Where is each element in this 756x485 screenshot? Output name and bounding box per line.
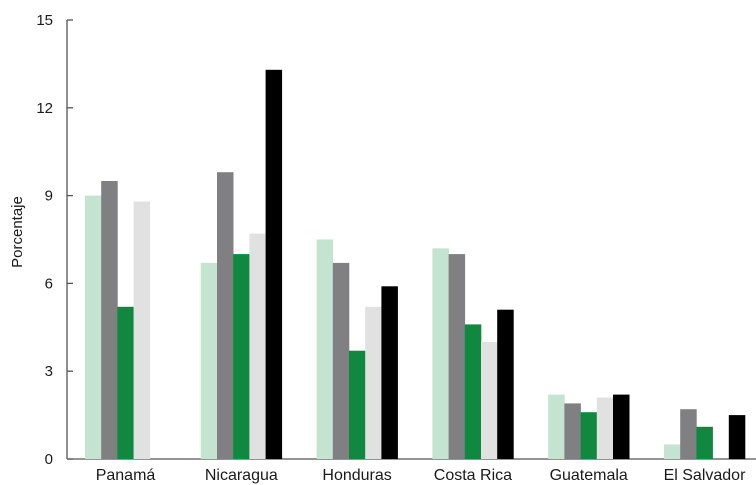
y-tick-label: 12 (36, 100, 53, 117)
bar (249, 233, 266, 459)
bar (580, 412, 598, 459)
bar (728, 415, 746, 459)
bar (217, 172, 234, 459)
x-category-label: Panamá (96, 467, 156, 484)
y-ticks: 0 3 6 9 12 15 (36, 12, 73, 468)
bar (548, 394, 565, 459)
y-tick-label: 6 (45, 275, 53, 292)
x-category-label: Nicaragua (205, 467, 278, 484)
bar (464, 324, 482, 459)
x-category-label: Honduras (322, 467, 391, 484)
y-tick-label: 3 (45, 363, 53, 380)
bar (696, 426, 713, 459)
x-category-label: El Salvador (664, 467, 746, 484)
bars (85, 69, 746, 460)
bar (316, 239, 334, 459)
y-axis-title: Porcentaje (9, 196, 26, 268)
bar (432, 248, 449, 459)
bar (481, 341, 498, 459)
y-tick-label: 9 (45, 188, 53, 205)
bar (101, 181, 118, 459)
x-category-label: Guatemala (550, 467, 628, 484)
bar (596, 397, 614, 459)
category-labels: Panamá Nicaragua Honduras Costa Rica Guatema… (96, 467, 746, 484)
bar (448, 254, 466, 459)
bar (381, 286, 398, 459)
y-tick-label: 15 (36, 12, 53, 29)
y-tick-label: 0 (45, 451, 53, 468)
bar (613, 394, 630, 459)
bar (349, 350, 366, 459)
bar (680, 409, 697, 459)
bar (497, 309, 514, 459)
bar (365, 306, 382, 459)
bar (200, 262, 218, 459)
bar (664, 444, 681, 459)
bar (133, 201, 151, 459)
bar (85, 195, 102, 459)
x-category-label: Costa Rica (434, 467, 512, 484)
bar (117, 306, 134, 459)
bar (564, 403, 581, 459)
bar (332, 262, 350, 459)
bar (233, 254, 250, 459)
bar (265, 69, 283, 460)
